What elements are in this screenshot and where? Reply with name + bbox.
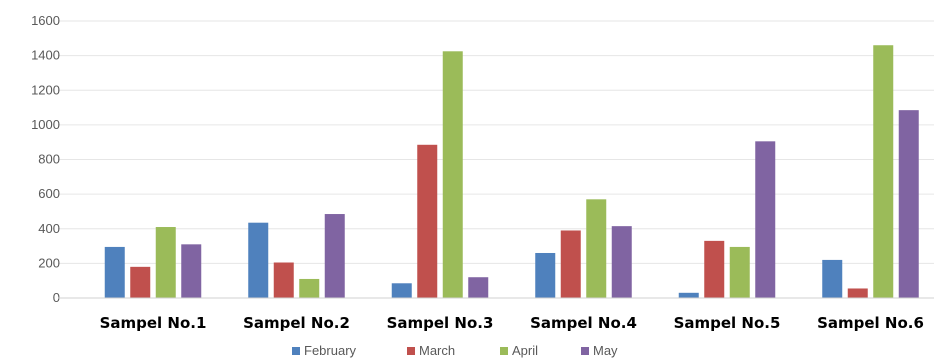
x-category-label: Sampel No.1 [100,314,207,332]
y-tick-label: 1400 [31,48,60,63]
bar-april-3 [442,51,463,298]
y-tick-label: 1200 [31,82,60,97]
y-tick-label: 800 [38,152,60,167]
y-tick-label: 200 [38,255,60,270]
legend-label-march: March [419,343,455,358]
x-category-label: Sampel No.5 [674,314,781,332]
bar-march-5 [704,240,725,298]
bar-february-6 [822,259,843,298]
bar-february-3 [391,283,412,298]
x-category-label: Sampel No.6 [817,314,924,332]
bar-february-2 [248,222,269,298]
legend-label-february: February [304,343,357,358]
y-tick-label: 1000 [31,117,60,132]
bar-april-4 [586,199,607,298]
bar-march-2 [273,262,294,298]
bar-april-5 [729,246,750,298]
y-tick-label: 600 [38,186,60,201]
legend-label-april: April [512,343,538,358]
x-axis-category-labels: Sampel No.1 Sampel No.2 Sampel No.3 Sampel … [100,314,924,332]
legend-swatch-april [500,347,508,355]
bar-march-4 [560,230,581,298]
bars [104,45,919,298]
bar-may-6 [898,110,919,298]
legend-label-may: May [593,343,618,358]
legend-swatch-march [407,347,415,355]
y-axis-tick-labels: 0 200 400 600 800 1000 1200 1400 1600 [31,13,60,305]
bar-march-6 [847,288,868,298]
y-tick-label: 400 [38,221,60,236]
y-tick-label: 1600 [31,13,60,28]
x-category-label: Sampel No.2 [243,314,350,332]
legend: February March April May [292,343,618,358]
bar-march-3 [417,144,438,298]
bar-april-6 [873,45,894,298]
bar-may-5 [755,141,776,298]
bar-february-5 [678,292,699,298]
bar-may-4 [611,226,632,298]
bar-february-4 [535,252,556,298]
bar-march-1 [130,266,151,298]
bar-may-2 [324,214,345,298]
bar-february-1 [104,246,125,298]
legend-swatch-may [581,347,589,355]
bar-may-3 [468,277,489,298]
legend-swatch-february [292,347,300,355]
bar-may-1 [181,244,202,298]
bar-april-1 [155,227,176,298]
x-category-label: Sampel No.4 [530,314,637,332]
bar-april-2 [299,278,320,298]
y-tick-label: 0 [53,290,60,305]
x-category-label: Sampel No.3 [387,314,494,332]
gridlines [58,20,934,264]
